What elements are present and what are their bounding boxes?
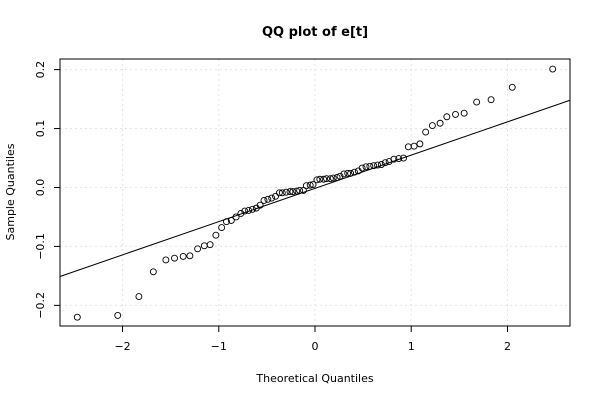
grid-layer [60,59,570,326]
data-point [422,128,430,136]
x-tick-label: 2 [504,340,511,353]
data-point [289,188,297,196]
x-axis-label: Theoretical Quantiles [255,372,373,385]
data-point [223,218,230,226]
data-point [460,109,468,117]
data-point [428,122,436,130]
data-point [275,189,283,197]
reference-line-layer [59,99,571,277]
data-point [264,195,272,203]
y-tick-label: −0.1 [34,233,47,260]
data-point [362,163,370,171]
data-point [340,170,348,178]
data-point [293,187,301,195]
data-point [390,155,398,163]
data-point [268,194,276,202]
data-point [241,207,249,215]
data-point [260,197,268,204]
data-point [114,311,122,319]
data-point [286,188,294,196]
data-point [227,217,235,224]
y-tick-label: 0.1 [34,120,47,138]
data-point [323,175,330,183]
data-point [302,182,310,190]
data-point [358,164,366,172]
data-point [473,98,481,106]
x-axis: −2 −1 0 1 2 [114,326,511,353]
data-point [245,207,253,214]
data-point [179,253,187,260]
data-point [366,162,374,170]
data-point [162,256,170,264]
y-tick-label: −0.2 [34,292,47,319]
data-point [135,293,143,300]
y-axis: −0.2 −0.1 0.0 0.1 0.2 [34,61,60,319]
x-tick-label: 1 [408,340,415,353]
data-point [309,181,317,188]
data-point [206,241,214,249]
data-point [370,162,378,170]
qq-reference-line [59,99,571,277]
data-point [395,155,403,163]
y-tick-label: 0.0 [34,179,47,197]
data-point [73,313,81,321]
data-point [171,254,178,262]
data-point [232,213,240,221]
data-point [272,192,279,200]
x-tick-label: −2 [114,340,130,353]
data-point [249,205,256,213]
data-point [218,224,226,232]
data-point [336,172,344,180]
data-point [186,252,194,260]
data-point [404,143,412,151]
data-point [508,83,516,91]
data-point [351,168,358,176]
data-point [278,189,286,197]
data-point [443,113,451,121]
data-point [237,209,245,217]
data-point [326,175,334,183]
data-point [212,231,220,239]
data-point [296,186,304,194]
data-point [320,175,328,183]
data-point [374,161,381,169]
data-point [329,174,337,182]
data-point [282,188,290,196]
data-point [400,154,407,162]
data-point [381,159,389,167]
data-point [256,201,264,209]
data-point [377,161,385,168]
x-tick-label: −1 [211,340,227,353]
data-point [306,181,314,189]
data-point [452,110,459,118]
data-point [313,176,321,184]
y-axis-label: Sample Quantiles [4,143,17,240]
x-tick-label: 0 [312,340,319,353]
data-point [410,142,418,150]
y-tick-label: 0.2 [34,61,47,79]
data-point [416,140,424,148]
data-point [549,65,557,73]
chart-title: QQ plot of e[t] [262,25,368,40]
data-point [344,169,352,177]
data-point [149,268,157,276]
data-point [436,119,444,127]
data-point [194,245,202,253]
points-layer [73,65,557,321]
data-point [347,169,355,177]
data-point [487,96,495,104]
data-point [200,242,208,250]
data-point [316,175,324,183]
